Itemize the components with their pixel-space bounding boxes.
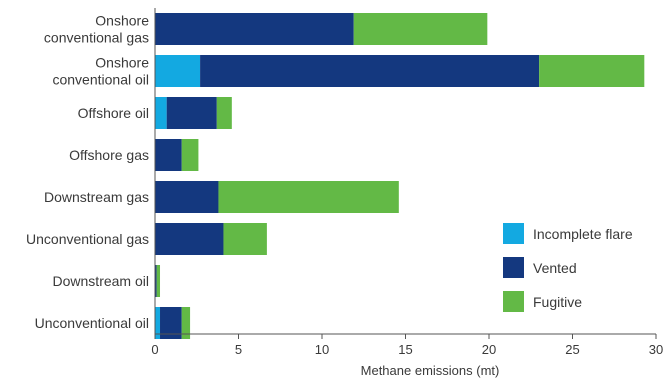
category-label-line: conventional gas xyxy=(44,30,149,46)
category-label-line: Onshore xyxy=(95,13,149,29)
bar-segment xyxy=(200,55,540,87)
legend-label: Incomplete flare xyxy=(533,226,633,242)
category-label: Offshore gas xyxy=(69,147,149,163)
bar-segment xyxy=(181,307,191,339)
bar-segment xyxy=(353,13,488,45)
bar-segment xyxy=(155,55,201,87)
x-axis-title: Methane emissions (mt) xyxy=(361,363,500,378)
category-label-line: Offshore oil xyxy=(78,105,149,121)
bar-segment xyxy=(155,13,354,45)
bar-segment xyxy=(155,181,219,213)
x-tick-label: 20 xyxy=(482,342,496,357)
category-label: Unconventional gas xyxy=(26,231,149,247)
legend: Incomplete flare Vented Fugitive xyxy=(503,223,633,312)
category-label: Offshore oil xyxy=(78,105,149,121)
bars-layer xyxy=(155,13,645,339)
category-label-line: Downstream gas xyxy=(44,189,149,205)
bar-segment xyxy=(181,139,199,171)
legend-swatch xyxy=(503,291,524,312)
category-label-line: Unconventional oil xyxy=(35,315,149,331)
x-tick-label: 10 xyxy=(315,342,329,357)
bar-segment xyxy=(218,181,399,213)
category-label-line: Offshore gas xyxy=(69,147,149,163)
x-axis-ticks: 0 5 10 15 20 25 30 xyxy=(151,334,663,357)
bar-segment xyxy=(155,139,182,171)
category-label-line: Downstream oil xyxy=(53,273,149,289)
category-label-line: conventional oil xyxy=(52,72,149,88)
category-label: Onshore conventional gas xyxy=(44,13,149,46)
bar-segment xyxy=(156,265,161,297)
bar-segment xyxy=(216,97,232,129)
category-label-line: Onshore xyxy=(95,55,149,71)
bar-segment xyxy=(223,223,267,255)
bar-segment xyxy=(155,97,167,129)
bar-segment xyxy=(155,307,161,339)
category-label: Unconventional oil xyxy=(35,315,149,331)
legend-swatch xyxy=(503,223,524,244)
bar-segment xyxy=(539,55,645,87)
bar-segment xyxy=(166,97,217,129)
x-tick-label: 30 xyxy=(649,342,663,357)
bar-segment xyxy=(155,223,224,255)
legend-swatch xyxy=(503,257,524,278)
category-label: Downstream gas xyxy=(44,189,149,205)
category-label: Onshore conventional oil xyxy=(52,55,149,88)
legend-label: Vented xyxy=(533,260,577,276)
bar-segment xyxy=(160,307,182,339)
category-label: Downstream oil xyxy=(53,273,149,289)
category-label-line: Unconventional gas xyxy=(26,231,149,247)
x-tick-label: 0 xyxy=(151,342,158,357)
x-tick-label: 25 xyxy=(565,342,579,357)
bar-segment xyxy=(155,265,157,297)
x-tick-label: 5 xyxy=(235,342,242,357)
x-tick-label: 15 xyxy=(398,342,412,357)
legend-label: Fugitive xyxy=(533,294,582,310)
